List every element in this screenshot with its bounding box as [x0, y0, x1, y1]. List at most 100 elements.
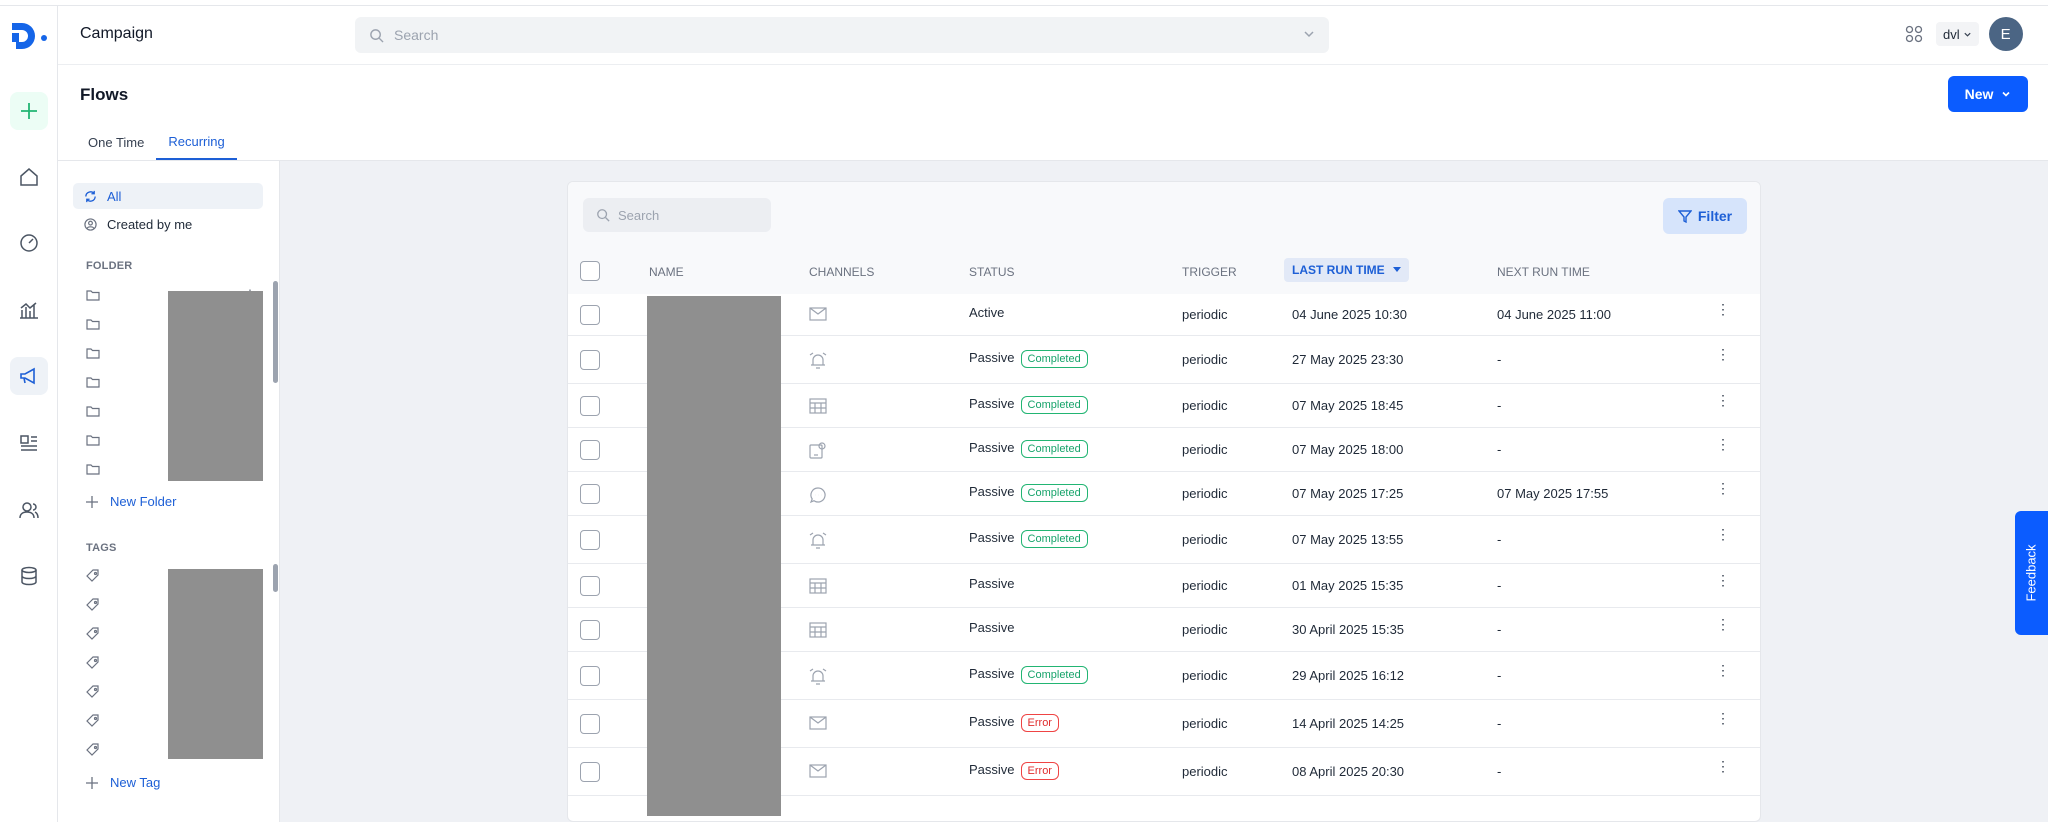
database-icon[interactable]: [10, 557, 48, 595]
row-menu-icon[interactable]: ⋮: [1716, 480, 1730, 496]
table-row[interactable]: Passive Error periodic 14 April 2025 14:2…: [568, 700, 1760, 748]
status-text: Passive: [969, 714, 1015, 729]
status-cell: Passive: [969, 576, 1015, 591]
tag-icon[interactable]: [86, 714, 100, 733]
funnel-icon: [1677, 210, 1692, 223]
row-checkbox[interactable]: [580, 714, 600, 734]
folder-icon[interactable]: [86, 346, 100, 364]
tags-heading: TAGS: [86, 542, 117, 554]
row-checkbox[interactable]: [580, 530, 600, 550]
feedback-tab[interactable]: Feedback: [2015, 511, 2048, 635]
audience-users-icon[interactable]: [10, 491, 48, 529]
create-icon[interactable]: [10, 92, 48, 130]
folder-scrollbar[interactable]: [273, 281, 278, 383]
row-checkbox[interactable]: [580, 576, 600, 596]
row-menu-icon[interactable]: ⋮: [1716, 301, 1730, 317]
table-row[interactable]: Active periodic 04 June 2025 10:30 04 Ju…: [568, 294, 1760, 336]
org-select[interactable]: dvl: [1936, 22, 1979, 46]
filter-all[interactable]: All: [73, 183, 263, 209]
last-run-cell: 07 May 2025 17:25: [1292, 486, 1404, 501]
table-row[interactable]: Passive Completed periodic 07 May 2025 18…: [568, 384, 1760, 428]
row-checkbox[interactable]: [580, 762, 600, 782]
table-row[interactable]: Passive Completed periodic 27 May 2025 23…: [568, 336, 1760, 384]
folder-icon[interactable]: [86, 462, 100, 480]
last-run-cell: 08 April 2025 20:30: [1292, 764, 1405, 779]
trigger-cell: periodic: [1182, 486, 1228, 501]
new-folder-link[interactable]: New Folder: [86, 494, 176, 509]
campaign-megaphone-icon[interactable]: [10, 357, 48, 395]
row-menu-icon[interactable]: ⋮: [1716, 710, 1730, 726]
table-row[interactable]: Passive periodic 30 April 2025 15:35 - ⋮: [568, 608, 1760, 652]
brand-logo-icon[interactable]: [10, 20, 50, 54]
folder-icon[interactable]: [86, 433, 100, 451]
table-row[interactable]: Passive periodic 01 May 2025 15:35 - ⋮: [568, 564, 1760, 608]
row-menu-icon[interactable]: ⋮: [1716, 662, 1730, 678]
dashboard-gauge-icon[interactable]: [10, 224, 48, 262]
trigger-cell: periodic: [1182, 622, 1228, 637]
avatar[interactable]: E: [1988, 17, 2023, 51]
folder-icon[interactable]: [86, 375, 100, 393]
table-row[interactable]: Passive Completed periodic 07 May 2025 13…: [568, 516, 1760, 564]
last-run-cell: 01 May 2025 15:35: [1292, 578, 1404, 593]
flows-table-card: Search Filter NAME CHANNELS STATUS TRIGG…: [567, 181, 1761, 822]
row-menu-icon[interactable]: ⋮: [1716, 436, 1730, 452]
row-checkbox[interactable]: [580, 350, 600, 370]
col-status[interactable]: STATUS: [969, 265, 1015, 279]
tag-icon[interactable]: [86, 569, 100, 588]
tag-icon[interactable]: [86, 656, 100, 675]
tag-icon[interactable]: [86, 598, 100, 617]
new-button[interactable]: New: [1948, 76, 2028, 112]
filter-created-by-me[interactable]: Created by me: [73, 211, 263, 237]
email-icon: [809, 716, 827, 735]
calendar-grid-icon: [809, 578, 827, 599]
tab-recurring[interactable]: Recurring: [156, 124, 237, 160]
table-row[interactable]: Passive Completed periodic 29 April 2025 …: [568, 652, 1760, 700]
home-icon[interactable]: [10, 158, 48, 196]
table-row[interactable]: Passive Completed periodic 07 May 2025 18…: [568, 428, 1760, 472]
table-row[interactable]: Passive Error periodic 08 April 2025 20:3…: [568, 748, 1760, 796]
folder-icon[interactable]: [86, 317, 100, 335]
last-run-cell: 29 April 2025 16:12: [1292, 668, 1405, 683]
last-run-cell: 07 May 2025 18:45: [1292, 398, 1404, 413]
tab-one-time[interactable]: One Time: [88, 134, 145, 150]
folder-icon[interactable]: [86, 404, 100, 422]
row-menu-icon[interactable]: ⋮: [1716, 758, 1730, 774]
row-checkbox[interactable]: [580, 305, 600, 325]
search-icon: [370, 28, 384, 43]
col-name[interactable]: NAME: [649, 265, 684, 279]
row-checkbox[interactable]: [580, 484, 600, 504]
col-last-run-sorted[interactable]: LAST RUN TIME: [1284, 258, 1409, 282]
row-menu-icon[interactable]: ⋮: [1716, 616, 1730, 632]
row-menu-icon[interactable]: ⋮: [1716, 526, 1730, 542]
next-run-cell: -: [1497, 716, 1502, 731]
analytics-chart-icon[interactable]: [10, 291, 48, 329]
table-search-input[interactable]: Search: [583, 198, 771, 232]
row-checkbox[interactable]: [580, 440, 600, 460]
top-border: [0, 0, 2048, 6]
folder-icon[interactable]: [86, 288, 100, 306]
new-tag-link[interactable]: New Tag: [86, 775, 160, 790]
tag-icon[interactable]: [86, 743, 100, 762]
header-divider: [58, 64, 2048, 65]
content-list-icon[interactable]: [10, 424, 48, 462]
tag-icon[interactable]: [86, 685, 100, 704]
status-badge: Error: [1020, 762, 1059, 780]
row-checkbox[interactable]: [580, 666, 600, 686]
row-menu-icon[interactable]: ⋮: [1716, 346, 1730, 362]
next-run-cell: 04 June 2025 11:00: [1497, 307, 1611, 322]
row-checkbox[interactable]: [580, 620, 600, 640]
table-row[interactable]: Passive Completed periodic 07 May 2025 17…: [568, 472, 1760, 516]
filter-button[interactable]: Filter: [1663, 198, 1747, 234]
apps-grid-icon[interactable]: [1900, 20, 1928, 48]
select-all-checkbox[interactable]: [580, 261, 600, 281]
row-menu-icon[interactable]: ⋮: [1716, 572, 1730, 588]
global-search-input[interactable]: Search: [355, 17, 1329, 53]
chevron-down-icon[interactable]: [1303, 28, 1315, 40]
row-menu-icon[interactable]: ⋮: [1716, 392, 1730, 408]
app-title: Campaign: [80, 25, 153, 42]
row-checkbox[interactable]: [580, 396, 600, 416]
tags-scrollbar[interactable]: [273, 564, 278, 592]
col-channels: CHANNELS: [809, 265, 875, 279]
status-cell: Passive: [969, 620, 1015, 635]
tag-icon[interactable]: [86, 627, 100, 646]
